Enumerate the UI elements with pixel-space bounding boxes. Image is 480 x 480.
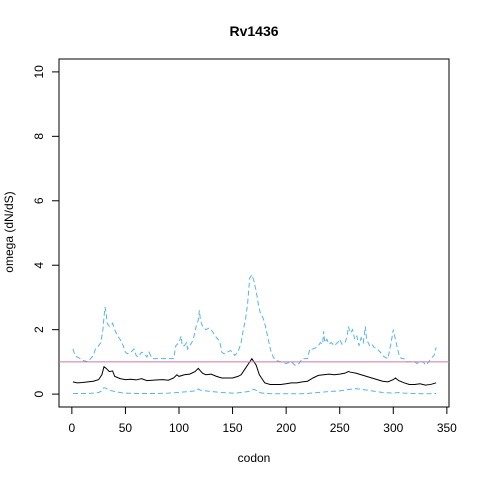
x-tick-label: 250 (330, 421, 350, 435)
y-axis: 0 2 4 6 8 10 (32, 65, 60, 397)
x-tick-label: 100 (169, 421, 189, 435)
y-tick-label: 4 (32, 262, 46, 269)
y-tick-label: 10 (32, 65, 46, 79)
x-axis: 0 50 100 150 200 250 300 350 (69, 406, 457, 435)
x-tick-label: 50 (119, 421, 133, 435)
y-tick-label: 0 (32, 390, 46, 397)
series-line-upper-bound (72, 273, 437, 366)
y-tick-label: 8 (32, 133, 46, 140)
x-tick-label: 350 (437, 421, 457, 435)
x-tick-label: 0 (69, 421, 76, 435)
x-tick-label: 150 (223, 421, 243, 435)
y-tick-label: 2 (32, 326, 46, 333)
y-tick-label: 6 (32, 197, 46, 204)
series-line-lower-bound (72, 387, 437, 395)
series-group (59, 273, 449, 395)
y-axis-label: omega (dN/dS) (2, 191, 16, 272)
x-tick-label: 200 (276, 421, 296, 435)
x-axis-label: codon (238, 451, 271, 465)
series-line-estimate (72, 357, 437, 386)
chart-title: Rv1436 (229, 23, 278, 39)
x-tick-label: 300 (383, 421, 403, 435)
plot-area (59, 273, 449, 395)
